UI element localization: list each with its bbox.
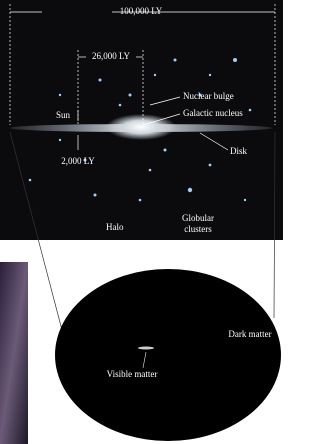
label: Globular: [182, 213, 214, 223]
sky-strip: [0, 262, 28, 444]
label: Galactic nucleus: [183, 108, 243, 118]
visible-disk: [138, 347, 154, 350]
label: Disk: [230, 146, 248, 156]
dark-matter-halo: [55, 269, 281, 441]
label: 26,000 LY: [92, 51, 131, 61]
diagram: 100,000 LY 26,000 LY 2,000 LY Nuclear bu…: [0, 0, 283, 444]
label: Halo: [106, 222, 124, 232]
label: 100,000 LY: [120, 6, 163, 16]
label: clusters: [184, 224, 212, 234]
label: Sun: [56, 110, 71, 120]
nuclear-bulge: [106, 114, 176, 140]
label: 2,000 LY: [61, 156, 95, 166]
label: Dark matter: [228, 329, 271, 339]
label: Nuclear bulge: [183, 91, 234, 101]
label: Visible matter: [107, 369, 158, 379]
